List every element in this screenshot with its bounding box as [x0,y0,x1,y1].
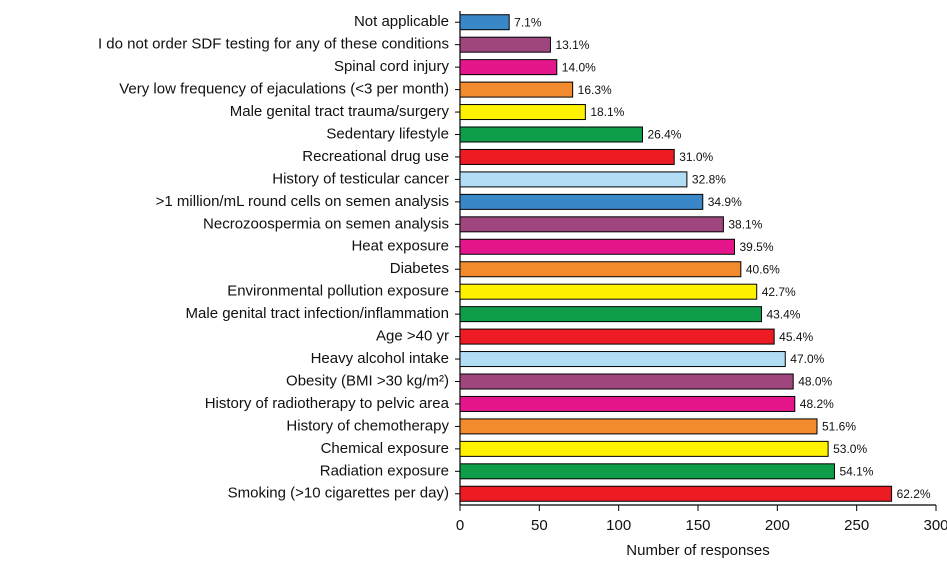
bar [459,485,893,502]
y-tick-label: Not applicable [354,13,449,30]
value-label: 32.8% [692,173,726,187]
y-tick-label: Radiation exposure [320,462,449,479]
bar [459,306,762,323]
y-tick-label: Heavy alcohol intake [311,350,449,367]
value-label: 39.5% [739,240,773,254]
value-label: 45.4% [779,330,813,344]
y-tick-label: History of radiotherapy to pelvic area [205,395,450,412]
value-label: 26.4% [647,128,681,142]
value-label: 48.0% [798,375,832,389]
bar [459,238,735,255]
y-tick-label: History of chemotherapy [286,417,449,434]
bar [459,59,558,76]
bar [459,14,510,31]
y-tick-label: Very low frequency of ejaculations (<3 p… [119,81,449,98]
value-label: 62.2% [897,487,931,501]
value-label: 53.0% [833,442,867,456]
y-tick-label: Recreational drug use [302,148,449,165]
bar [459,328,775,345]
value-label: 38.1% [728,217,762,231]
bar [459,104,586,121]
x-tick-label: 300 [923,517,947,534]
value-label: 42.7% [762,285,796,299]
bar [459,193,704,210]
x-tick-label: 50 [531,517,548,534]
value-label: 48.2% [800,397,834,411]
y-tick-label: History of testicular cancer [272,170,449,187]
x-tick-label: 100 [606,517,631,534]
x-tick-label: 150 [685,517,710,534]
value-label: 51.6% [822,420,856,434]
x-tick-label: 200 [765,517,790,534]
value-label: 18.1% [590,105,624,119]
y-tick-label: Diabetes [390,260,449,277]
y-tick-label: I do not order SDF testing for any of th… [98,36,449,53]
bar [459,36,551,53]
y-tick-label: Spinal cord injury [334,58,450,75]
y-tick-label: Necrozoospermia on semen analysis [203,215,449,232]
value-label: 43.4% [766,307,800,321]
bar [459,148,675,165]
bar [459,126,643,143]
bar [459,261,742,278]
value-label: 13.1% [555,38,589,52]
value-label: 16.3% [578,83,612,97]
value-label: 7.1% [514,15,542,29]
y-tick-label: Sedentary lifestyle [326,125,449,142]
value-label: 40.6% [746,262,780,276]
value-label: 54.1% [839,464,873,478]
value-label: 14.0% [562,60,596,74]
y-tick-label: Male genital tract trauma/surgery [230,103,450,120]
y-tick-label: Male genital tract infection/inflammatio… [186,305,449,322]
value-label: 31.0% [679,150,713,164]
bar [459,395,796,412]
x-axis-label: Number of responses [626,542,769,559]
bar [459,351,786,368]
y-tick-label: Heat exposure [351,238,449,255]
value-label: 34.9% [708,195,742,209]
bar [459,373,794,390]
bar [459,463,835,480]
y-tick-label: Age >40 yr [376,328,449,345]
bar [459,171,688,188]
x-tick-label: 0 [456,517,464,534]
y-tick-label: Obesity (BMI >30 kg/m²) [286,372,449,389]
bar [459,418,818,435]
y-tick-label: Chemical exposure [321,440,449,457]
bar [459,283,758,300]
bar [459,440,829,457]
y-tick-label: Smoking (>10 cigarettes per day) [228,485,449,502]
bar [459,81,574,98]
bar [459,216,724,233]
x-tick-label: 250 [844,517,869,534]
y-tick-label: >1 million/mL round cells on semen analy… [156,193,449,210]
y-tick-label: Environmental pollution exposure [227,283,449,300]
value-label: 47.0% [790,352,824,366]
